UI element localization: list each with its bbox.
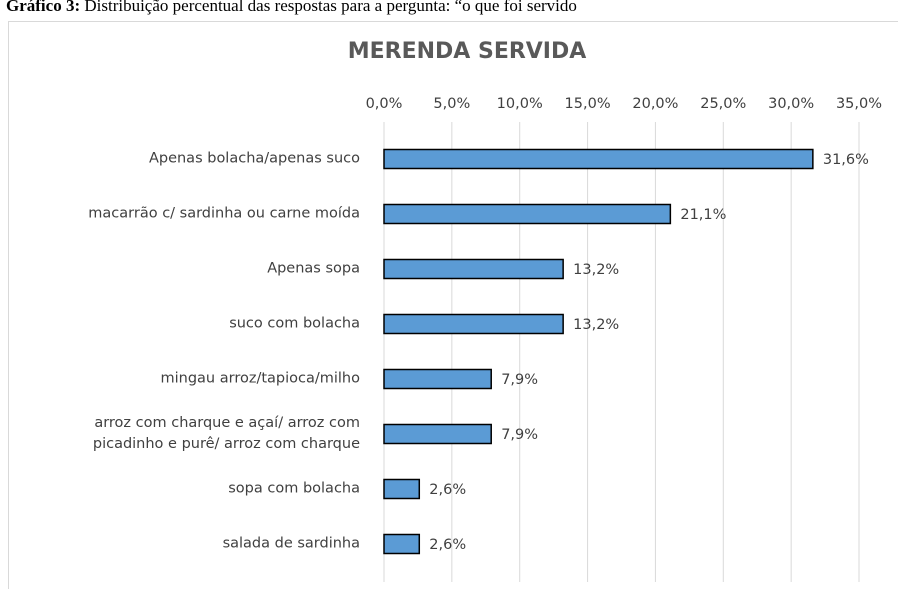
x-tick-label: 15,0% — [565, 96, 611, 112]
bar — [383, 533, 421, 555]
value-label: 13,2% — [573, 262, 619, 278]
bar — [383, 313, 564, 335]
y-tick-label: sopa com bolacha — [228, 480, 360, 497]
value-label: 2,6% — [429, 482, 466, 498]
x-tick-label: 20,0% — [632, 96, 678, 112]
y-tick-label: arroz com charque e açaí/ arroz com pica… — [92, 415, 360, 452]
bar — [383, 258, 564, 280]
y-tick-label: suco com bolacha — [229, 315, 360, 332]
bar — [383, 423, 492, 445]
value-label: 13,2% — [573, 317, 619, 333]
bar — [383, 368, 492, 390]
value-label: 21,1% — [680, 207, 726, 223]
caption: Gráfico 3: Distribuição percentual das r… — [6, 0, 577, 16]
value-label: 7,9% — [501, 372, 538, 388]
y-tick-label: Apenas sopa — [267, 260, 360, 277]
caption-text: Distribuição percentual das respostas pa… — [84, 0, 577, 15]
y-tick-label: macarrão c/ sardinha ou carne moída — [88, 205, 360, 222]
x-tick-label: 5,0% — [433, 96, 470, 112]
y-tick-label: mingau arroz/tapioca/milho — [160, 370, 361, 387]
value-label: 31,6% — [823, 152, 869, 168]
chart-title: MERENDA SERVIDA — [348, 39, 587, 64]
x-tick-label: 25,0% — [700, 96, 746, 112]
y-tick-label: Apenas bolacha/apenas suco — [148, 150, 360, 167]
x-tick-label: 10,0% — [497, 96, 543, 112]
value-label: 7,9% — [501, 427, 538, 443]
y-tick-label: salada de sardinha — [222, 535, 360, 552]
x-tick-label: 35,0% — [836, 96, 882, 112]
x-tick-label: 0,0% — [366, 96, 403, 112]
chart-border — [8, 21, 898, 589]
bar — [383, 148, 814, 170]
caption-label: Gráfico 3: — [6, 0, 81, 15]
bar — [383, 203, 672, 225]
bar — [383, 478, 421, 500]
x-tick-label: 30,0% — [768, 96, 814, 112]
value-label: 2,6% — [429, 537, 466, 553]
